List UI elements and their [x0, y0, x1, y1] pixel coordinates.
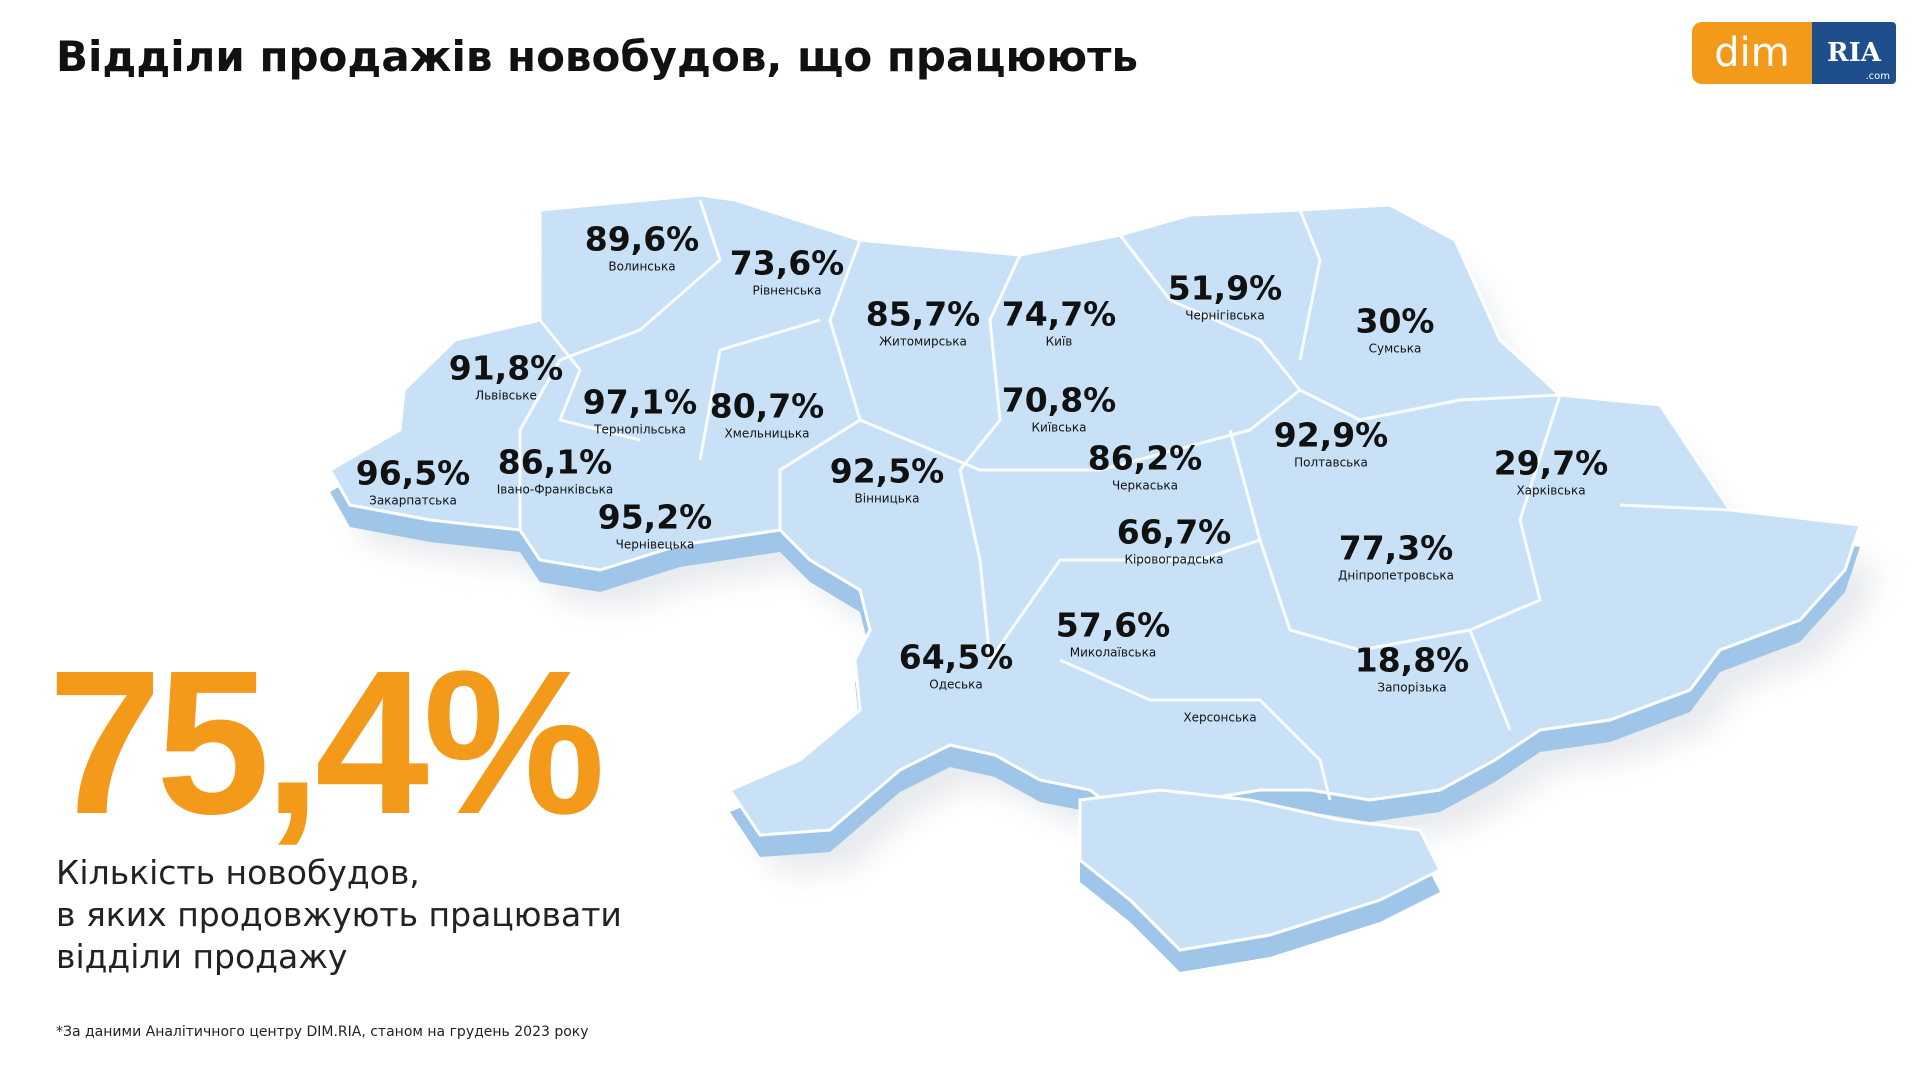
region-value: 86,1% [498, 443, 613, 482]
region-value: 97,1% [583, 383, 698, 422]
logo-ria-text: RIA [1827, 38, 1881, 68]
region-name: Івано-Франківська [497, 483, 614, 497]
description-line: в яких продовжують працювати [56, 895, 622, 934]
description-line: Кількість новобудов, [56, 853, 420, 892]
region-name: Київ [1046, 335, 1073, 349]
region-value: 73,6% [730, 244, 845, 283]
region-name: Волинська [608, 260, 675, 274]
region-value: 92,9% [1274, 416, 1389, 455]
region-name: Полтавська [1294, 456, 1368, 470]
region-name: Дніпропетровська [1338, 569, 1454, 583]
highlight-value: 75,4% [48, 628, 605, 857]
region-name: Сумська [1369, 342, 1422, 356]
region-name: Харківська [1516, 484, 1585, 498]
logo-com: .com [1865, 71, 1890, 82]
region-name: Тернопільська [593, 423, 686, 437]
region-value: 89,6% [585, 220, 700, 259]
region-name: Чернівецька [616, 538, 695, 552]
description-line: відділи продажу [56, 937, 348, 976]
map-shape [327, 193, 1880, 972]
region-value: 64,5% [899, 638, 1014, 677]
region-name: Кіровоградська [1124, 553, 1223, 567]
region-value: 91,8% [449, 349, 564, 388]
region-value: 30% [1356, 302, 1435, 341]
title: Відділи продажів новобудов, що працюють [56, 32, 1139, 81]
region-value: 74,7% [1002, 295, 1117, 334]
region-name: Закарпатська [369, 494, 457, 508]
region-value: 57,6% [1056, 606, 1171, 645]
logo-dim: dim [1692, 22, 1812, 84]
region-value: 77,3% [1339, 529, 1454, 568]
region-value: 92,5% [830, 452, 945, 491]
region-value: 66,7% [1117, 513, 1232, 552]
logo: dim RIA .com [1692, 22, 1896, 84]
region-value: 96,5% [356, 454, 471, 493]
region-name: Львівське [475, 389, 537, 403]
region-name: Запорізька [1377, 681, 1446, 695]
highlight-description: Кількість новобудов, в яких продовжують … [56, 852, 622, 978]
footnote: *За даними Аналітичного центру DIM.RIA, … [56, 1024, 589, 1040]
region-name: Житомирська [879, 335, 967, 349]
region-name: Черкаська [1112, 479, 1178, 493]
logo-ria: RIA .com [1812, 22, 1896, 84]
region-name: Одеська [929, 678, 982, 692]
region-value: 85,7% [866, 295, 981, 334]
region-value: 95,2% [598, 498, 713, 537]
region-name: Хмельницька [725, 427, 810, 441]
region-value: 29,7% [1494, 444, 1609, 483]
region-name: Київська [1032, 421, 1087, 435]
region-name: Херсонська [1183, 711, 1256, 725]
region-value: 86,2% [1088, 439, 1203, 478]
region-name: Рівненська [753, 284, 822, 298]
region-value: 51,9% [1168, 269, 1283, 308]
region-value: 80,7% [710, 387, 825, 426]
region-name: Миколаївська [1070, 646, 1156, 660]
region-name: Чернігівська [1185, 309, 1264, 323]
region-value: 70,8% [1002, 381, 1117, 420]
region-value: 18,8% [1355, 641, 1470, 680]
region-name: Вінницька [855, 492, 920, 506]
